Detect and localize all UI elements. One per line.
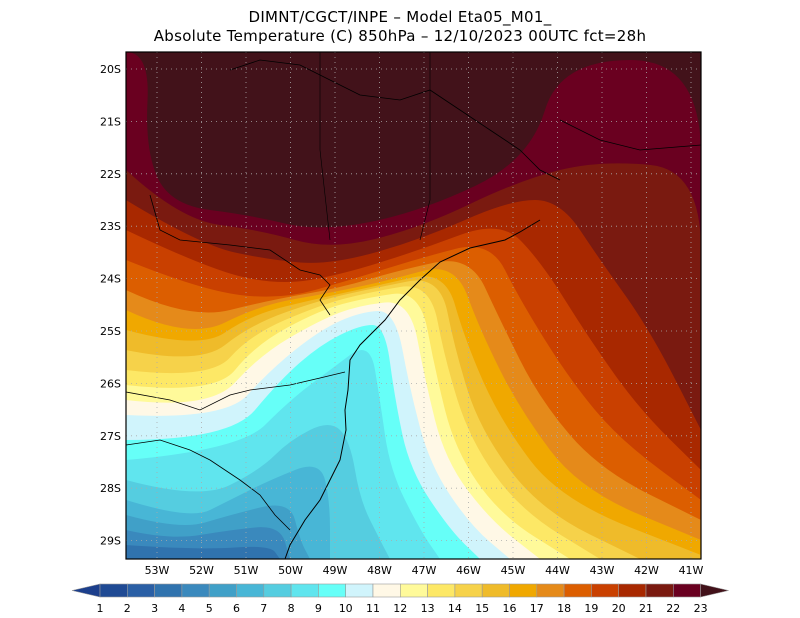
colorbar-label: 8 [288, 602, 295, 615]
colorbar-label: 13 [421, 602, 435, 615]
coastline [126, 52, 701, 559]
colorbar-box [372, 583, 401, 598]
lat-label: 21S [100, 115, 121, 128]
lat-label: 22S [100, 168, 121, 181]
lon-label: 44W [545, 564, 570, 577]
colorbar-label: 20 [612, 602, 626, 615]
colorbar-label: 5 [206, 602, 213, 615]
lat-label: 27S [100, 430, 121, 443]
colorbar-label: 23 [694, 602, 708, 615]
colorbar-box [563, 583, 592, 598]
colorbar-box [263, 583, 292, 598]
lat-label: 20S [100, 63, 121, 76]
colorbar-box [536, 583, 565, 598]
colorbar-box [481, 583, 510, 598]
lon-label: 49W [323, 564, 348, 577]
colorbar-over-arrow [700, 583, 729, 598]
map-frame [125, 51, 702, 560]
colorbar-label: 14 [448, 602, 462, 615]
colorbar-box [99, 583, 128, 598]
colorbar-label: 18 [557, 602, 571, 615]
colorbar-label: 22 [666, 602, 680, 615]
lat-label: 25S [100, 325, 121, 338]
colorbar-label: 12 [393, 602, 407, 615]
colorbar-box [618, 583, 647, 598]
lon-label: 41W [679, 564, 704, 577]
colorbar-box [127, 583, 155, 598]
contour-band-3-4 [126, 545, 701, 559]
colorbar-box [318, 583, 346, 598]
colorbar-label: 2 [124, 602, 131, 615]
colorbar-label: 1 [97, 602, 104, 615]
colorbar-box [181, 583, 210, 598]
lon-label: 50W [278, 564, 303, 577]
lon-label: 42W [634, 564, 659, 577]
map-title-line1: DIMNT/CGCT/INPE – Model Eta05_M01_ [248, 8, 552, 26]
colorbar-box [645, 583, 674, 598]
graticule [126, 52, 701, 559]
colorbar: 1 2 3 4 5 6 7 8 9 10 11 12 13 14 15 16 17 18 19 20 21 22 23 [71, 583, 729, 615]
colorbar-label: 21 [639, 602, 653, 615]
colorbar-box [399, 583, 428, 598]
temperature-field [126, 52, 701, 559]
lon-label: 43W [590, 564, 615, 577]
colorbar-label: 17 [530, 602, 544, 615]
colorbar-box [427, 583, 456, 598]
colorbar-label: 19 [584, 602, 598, 615]
colorbar-label: 10 [339, 602, 353, 615]
lon-label: 48W [367, 564, 392, 577]
colorbar-label: 6 [233, 602, 240, 615]
colorbar-box [208, 583, 237, 598]
colorbar-label: 15 [475, 602, 489, 615]
lon-label: 53W [145, 564, 170, 577]
lat-label: 28S [100, 482, 121, 495]
colorbar-box [509, 583, 538, 598]
colorbar-box [154, 583, 183, 598]
colorbar-label: 16 [503, 602, 517, 615]
colorbar-under-arrow [71, 583, 101, 598]
lon-label: 51W [234, 564, 259, 577]
colorbar-box [672, 583, 701, 598]
lon-label: 52W [189, 564, 214, 577]
colorbar-label: 4 [178, 602, 185, 615]
colorbar-box [591, 583, 620, 598]
colorbar-box [236, 583, 265, 598]
colorbar-box [290, 583, 319, 598]
colorbar-label: 7 [260, 602, 267, 615]
map-title-line2: Absolute Temperature (C) 850hPa – 12/10/… [153, 27, 647, 45]
lat-label: 29S [100, 535, 121, 548]
lat-label: 23S [100, 220, 121, 233]
lon-label: 47W [412, 564, 437, 577]
colorbar-label: 3 [151, 602, 158, 615]
lat-label: 24S [100, 273, 121, 286]
lon-label: 46W [456, 564, 481, 577]
colorbar-label: 11 [366, 602, 380, 615]
colorbar-label: 9 [315, 602, 322, 615]
colorbar-box [345, 583, 374, 598]
lat-label: 26S [100, 377, 121, 390]
lon-label: 45W [501, 564, 526, 577]
colorbar-box [454, 583, 483, 598]
